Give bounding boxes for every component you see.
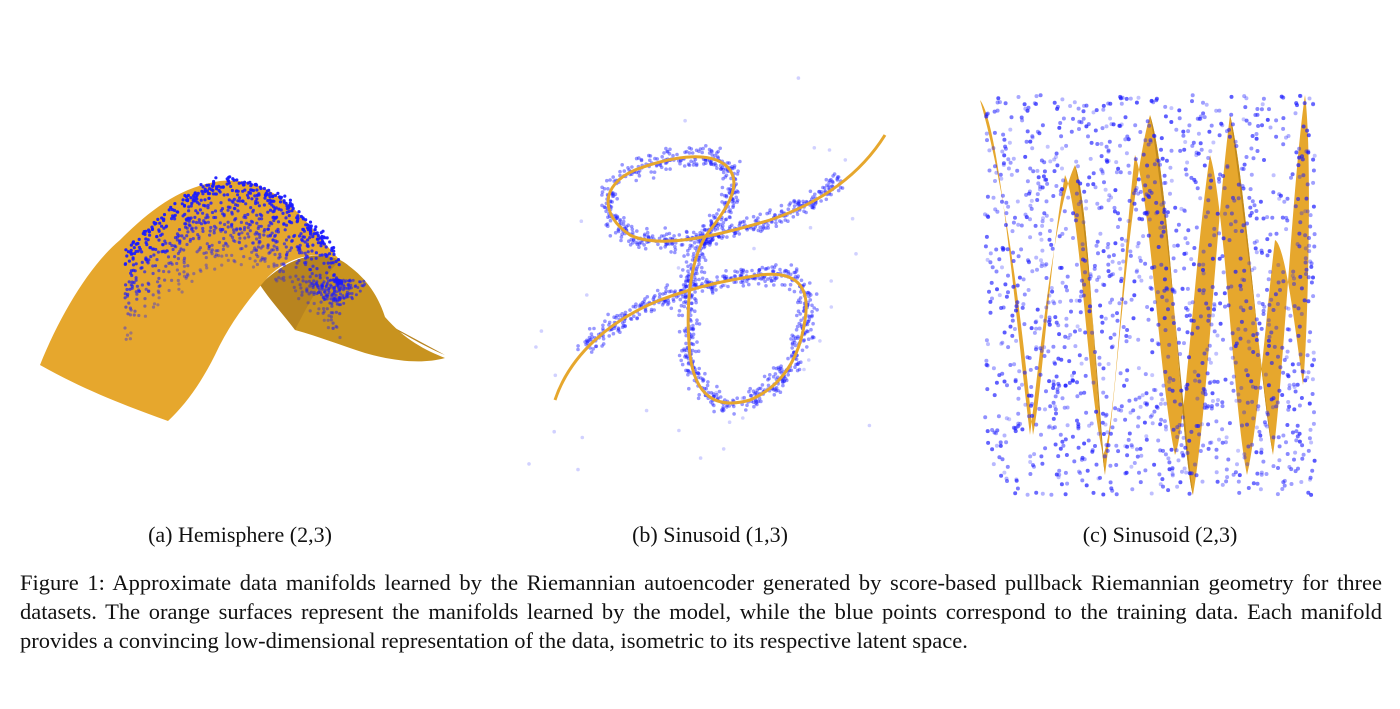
figure-caption-text: Approximate data manifolds learned by th… (20, 570, 1382, 653)
subcaption-hemisphere: (a) Hemisphere (2,3) (148, 522, 332, 547)
hemisphere-training-points (123, 175, 367, 341)
figure-caption: Figure 1: Approximate data manifolds lea… (20, 568, 1382, 655)
subcaption-sinusoid-2-3: (c) Sinusoid (2,3) (1082, 522, 1238, 547)
sinusoid-learned-curve (553, 134, 887, 405)
sinusoid-curve-training-points (527, 76, 872, 472)
sinusoid-surface-plot (980, 93, 1317, 497)
sinusoid-surface (980, 95, 1309, 495)
hemisphere-plot (40, 175, 445, 421)
figure-panel-sinusoid-1-3 (500, 55, 920, 515)
sinusoid-surface-training-points (983, 93, 1317, 497)
figure-panel-hemisphere (20, 55, 460, 515)
hemisphere-surface (40, 180, 340, 421)
sinusoid-curve-plot (527, 76, 887, 472)
figure-panel-sinusoid-2-3 (955, 55, 1365, 515)
figure-caption-prefix: Figure 1: (20, 570, 105, 595)
subcaption-sinusoid-1-3: (b) Sinusoid (1,3) (632, 522, 788, 547)
